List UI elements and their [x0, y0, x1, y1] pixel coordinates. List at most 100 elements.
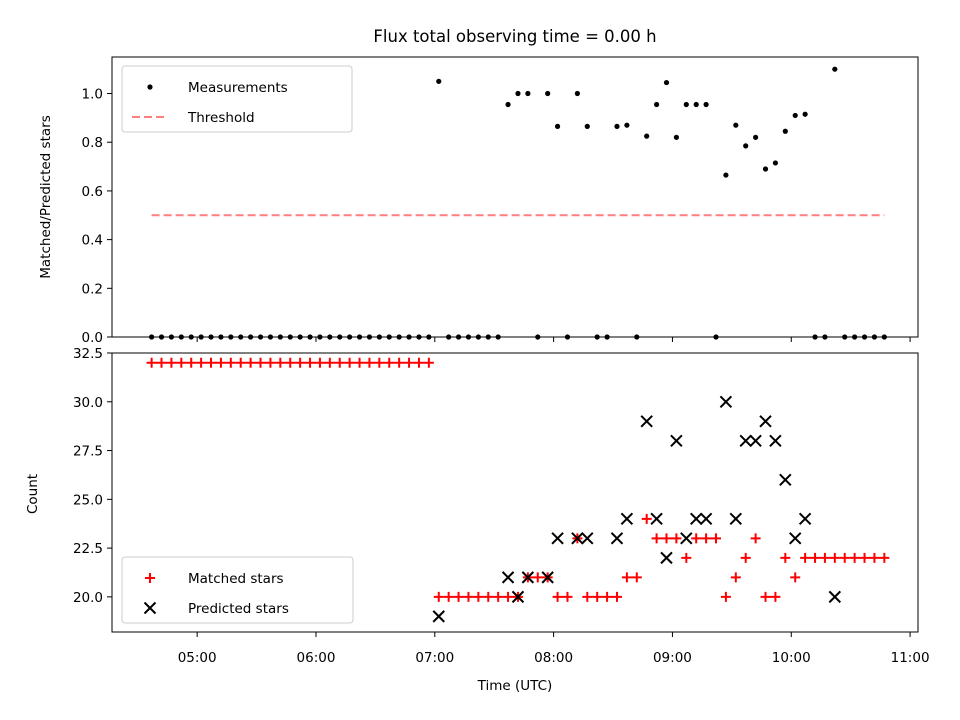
measurement-point: [683, 101, 689, 108]
bottom-y-axis-label: Count: [25, 474, 41, 514]
bottom-panel: 20.0 22.5 25.0 27.5 30.0 32.5 05:00 06:00 07:00 0…: [73, 346, 930, 666]
matched-star-point: [730, 572, 741, 583]
measurement-point: [693, 101, 699, 108]
matched-star-point: [602, 591, 613, 602]
predicted-star-point: [789, 532, 802, 545]
measurement-point: [772, 160, 779, 166]
matched-star-point: [483, 591, 494, 602]
y-tick-label: 22.5: [73, 541, 103, 557]
measurement-point: [653, 101, 660, 108]
measurement-point: [782, 128, 788, 134]
bottom-legend: Matched stars Predicted stars: [121, 556, 354, 624]
measurement-point: [574, 90, 580, 97]
matched-star-point: [810, 552, 821, 563]
matched-star-point: [275, 357, 286, 368]
top-axes-frame: [111, 56, 919, 338]
predicted-star-point: [699, 512, 713, 526]
predicted-star-point: [719, 395, 733, 408]
matched-star-point: [245, 357, 256, 368]
measurement-point: [614, 123, 620, 129]
predicted-star-point: [650, 512, 663, 526]
matched-star-point: [166, 357, 177, 368]
y-tick-label: 1.0: [82, 87, 103, 103]
matched-star-point: [750, 533, 761, 544]
matched-star-point: [423, 357, 434, 368]
matched-star-point: [770, 591, 781, 602]
legend-box: [121, 65, 353, 133]
predicted-star-point: [798, 512, 812, 526]
legend-label: Matched stars: [188, 571, 284, 587]
x-tick-label: 05:00: [178, 650, 217, 666]
y-tick-label: 30.0: [73, 395, 103, 411]
matched-star-point: [404, 357, 415, 368]
x-tick-label: 10:00: [772, 650, 811, 666]
measurement-point: [753, 134, 759, 140]
matched-star-point: [671, 533, 682, 544]
y-tick-label: 20.0: [73, 590, 103, 606]
matched-star-point: [869, 552, 880, 563]
matched-star-point: [839, 552, 850, 563]
predicted-star-point: [769, 434, 782, 448]
measurement-point: [832, 66, 838, 72]
top-legend: Measurements Threshold: [121, 65, 353, 133]
top-panel: 0.0 0.2 0.4 0.6 0.8 1.0 Measurements Threshold: [82, 56, 919, 346]
measurement-point: [673, 134, 679, 140]
predicted-star-point: [511, 590, 525, 604]
matched-star-point: [384, 357, 395, 368]
matched-star-point: [215, 357, 226, 368]
matched-star-point: [394, 357, 405, 368]
legend-predicted-swatch: [143, 601, 157, 615]
matched-star-point: [314, 357, 325, 368]
matched-star-point: [611, 591, 622, 602]
matched-star-point: [532, 572, 543, 583]
x-tick-label: 07:00: [415, 650, 454, 666]
measurement-point: [733, 122, 739, 128]
matched-star-point: [156, 357, 167, 368]
matched-star-point: [235, 357, 246, 368]
matched-star-point: [206, 357, 217, 368]
predicted-star-point: [521, 571, 535, 584]
matched-star-point: [285, 357, 296, 368]
predicted-star-point: [581, 532, 594, 545]
matched-star-point: [265, 357, 276, 368]
matched-star-point: [760, 591, 771, 602]
y-tick-label: 0.8: [82, 135, 103, 151]
y-tick-label: 0.4: [82, 233, 103, 249]
matched-star-point: [364, 357, 375, 368]
matched-star-point: [859, 552, 870, 563]
matched-star-point: [295, 357, 306, 368]
measurement-point: [545, 90, 551, 97]
predicted-star-point: [729, 512, 743, 526]
measurement-point: [624, 122, 630, 128]
predicted-star-point: [689, 512, 703, 526]
measurement-point: [525, 90, 531, 97]
bottom-axes-frame: [111, 352, 919, 633]
matched-star-point: [740, 552, 751, 563]
matched-star-point: [305, 357, 316, 368]
matched-star-point: [711, 533, 722, 544]
matched-star-point: [720, 591, 731, 602]
measurement-point: [792, 112, 798, 119]
legend-label: Predicted stars: [188, 601, 289, 617]
legend-matched-swatch: [145, 573, 155, 583]
predicted-star-point: [779, 473, 792, 487]
y-tick-label: 0.2: [82, 281, 103, 297]
measurement-point: [554, 123, 561, 129]
legend-box: [121, 556, 354, 624]
matched-star-point: [354, 357, 365, 368]
legend-label: Measurements: [188, 80, 288, 96]
predicted-star-point: [571, 532, 584, 545]
matched-star-point: [582, 591, 593, 602]
matched-star-point: [849, 552, 860, 563]
measurement-point: [505, 101, 511, 108]
measurement-point: [802, 111, 808, 117]
matched-star-point: [661, 533, 672, 544]
matched-star-point: [800, 552, 811, 563]
measurement-point: [584, 123, 590, 129]
y-tick-label: 25.0: [73, 492, 103, 508]
predicted-star-point: [541, 571, 554, 584]
matched-star-point: [562, 591, 573, 602]
matched-star-point: [334, 357, 345, 368]
matched-star-point: [344, 357, 355, 368]
matched-star-point: [463, 591, 474, 602]
